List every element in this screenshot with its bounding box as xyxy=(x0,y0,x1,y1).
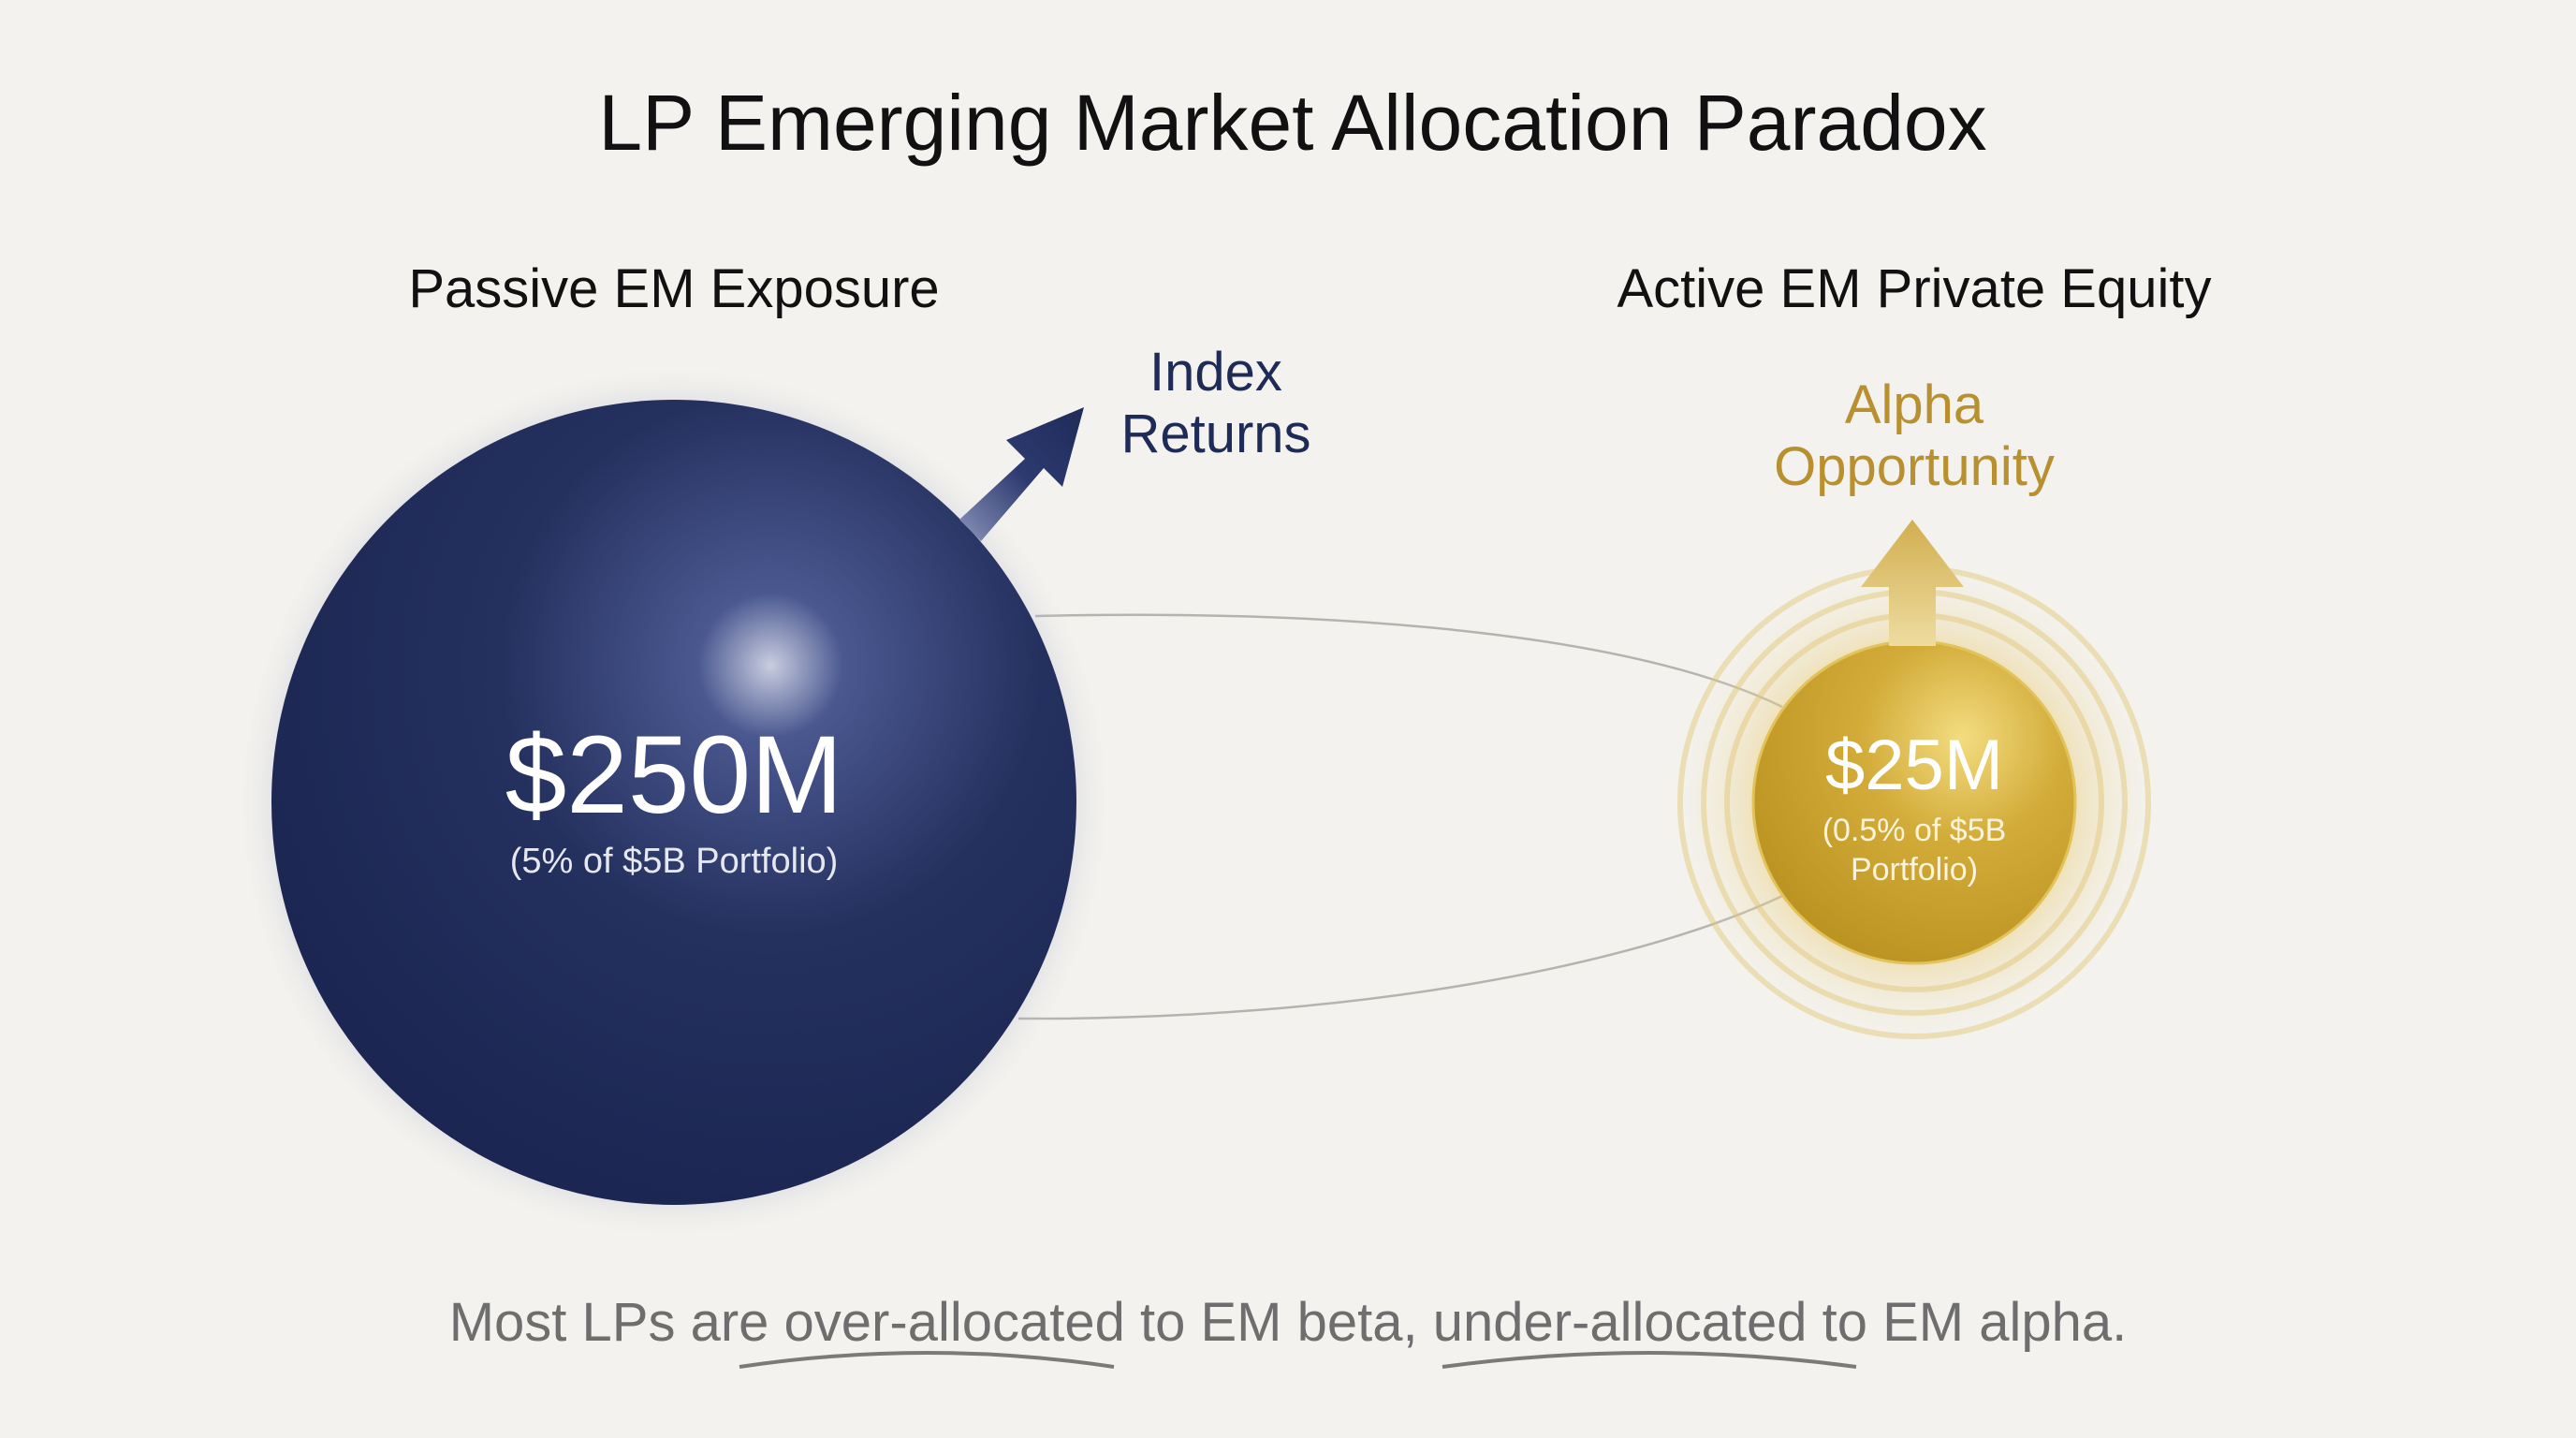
alpha-opportunity-line2: Opportunity xyxy=(1774,436,2055,497)
footer-caption: Most LPs are over-allocated to EM beta, … xyxy=(449,1292,2128,1353)
footer-emph-over: over-allocated xyxy=(784,1292,1125,1353)
active-detail-line1: (0.5% of $5B xyxy=(1822,813,2007,848)
footer-part3: to EM alpha. xyxy=(1808,1292,2128,1353)
underline-over-allocated xyxy=(739,1351,1115,1369)
connector-top xyxy=(1034,613,1783,709)
active-detail-line2: Portfolio) xyxy=(1851,852,1978,888)
underline-under-allocated xyxy=(1442,1351,1857,1369)
passive-circle xyxy=(271,400,1076,1205)
footer-part2: to EM beta, xyxy=(1125,1292,1433,1353)
active-heading: Active EM Private Equity xyxy=(1617,258,2212,319)
connector-bottom xyxy=(1017,894,1783,1020)
footer-emph-under: under-allocated xyxy=(1433,1292,1808,1353)
arrow-up-right-icon xyxy=(959,407,1084,541)
footer-part1: Most LPs are xyxy=(449,1292,784,1353)
passive-amount: $250M xyxy=(505,713,843,837)
arrow-up-icon xyxy=(1861,520,1964,646)
alpha-opportunity-line1: Alpha xyxy=(1845,374,1984,435)
active-amount: $25M xyxy=(1825,726,2003,805)
index-returns-line2: Returns xyxy=(1120,404,1310,464)
index-returns-line1: Index xyxy=(1149,342,1282,403)
page-title: LP Emerging Market Allocation Paradox xyxy=(598,79,1986,167)
passive-heading: Passive EM Exposure xyxy=(408,258,939,319)
passive-detail: (5% of $5B Portfolio) xyxy=(510,842,839,881)
